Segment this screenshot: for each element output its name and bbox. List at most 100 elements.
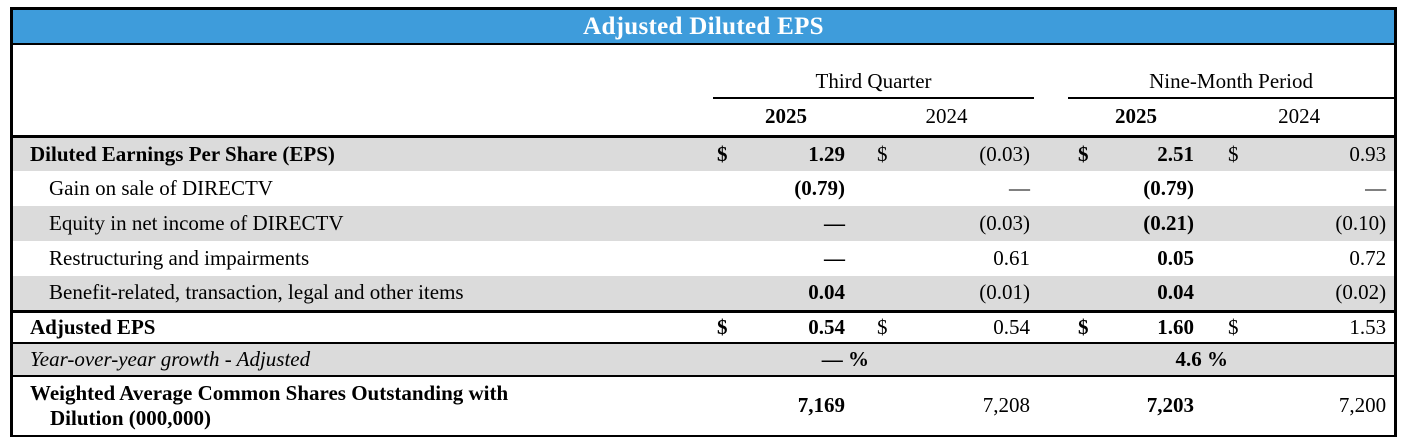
cell-value: 0.54: [993, 314, 1031, 339]
year-header-tq-2024: 2024: [859, 98, 1035, 138]
dollar-sign: [1068, 241, 1098, 276]
dollar-sign: [1204, 171, 1242, 206]
empty-cell: [895, 343, 1034, 376]
cell-value: (0.79): [794, 176, 845, 200]
year-header-row: 2025 2024 2025 2024: [13, 98, 1395, 138]
period-header-row: Third Quarter Nine-Month Period: [13, 45, 1395, 99]
year-header-nm-2024: 2024: [1204, 98, 1395, 138]
cell-value: 0.72: [1349, 246, 1387, 270]
cell-value: —: [824, 211, 845, 235]
cell-value: (0.03): [979, 141, 1031, 166]
row-label: Equity in net income of DIRECTV: [49, 211, 344, 235]
adjusted-diluted-eps-table: Adjusted Diluted EPS Third Quarter Nine-…: [10, 7, 1397, 437]
dollar-sign: [713, 241, 743, 276]
header-spacer: [13, 45, 713, 98]
dollar-sign: [859, 276, 895, 311]
cell-value: (0.79): [1143, 176, 1195, 200]
table-title: Adjusted Diluted EPS: [583, 12, 824, 40]
column-gap: [1034, 171, 1068, 206]
period-header-nine-month: Nine-Month Period: [1068, 45, 1395, 99]
cell-value: 1.60: [1157, 314, 1195, 339]
dollar-sign: $: [717, 141, 728, 166]
cell-value: 0.93: [1349, 141, 1387, 166]
cell-value: 7,200: [1338, 393, 1387, 418]
row-label: Gain on sale of DIRECTV: [49, 176, 273, 200]
empty-cell: [713, 376, 743, 435]
dollar-sign: [1204, 206, 1242, 241]
dollar-sign: [1068, 206, 1098, 241]
cell-value: (0.03): [979, 211, 1031, 235]
column-gap: [1034, 98, 1069, 138]
dollar-sign: [1068, 276, 1098, 311]
year-header-nm-2025: 2025: [1068, 98, 1205, 138]
dollar-sign: $: [1228, 141, 1239, 166]
cell-value: —: [1009, 176, 1031, 200]
table-row-restructuring: Restructuring and impairments — 0.61 0.0…: [13, 241, 1395, 276]
dollar-sign: $: [1228, 314, 1239, 339]
row-label: Weighted Average Common Shares Outstandi…: [13, 376, 713, 435]
row-label: Restructuring and impairments: [49, 246, 310, 270]
cell-value: (0.21): [1143, 211, 1195, 235]
cell-value: (0.02): [1335, 280, 1387, 305]
dollar-sign: [859, 171, 895, 206]
cell-value: —: [824, 246, 845, 270]
empty-cell: [1068, 376, 1098, 435]
dollar-sign: [713, 276, 743, 311]
row-label: Year-over-year growth - Adjusted: [30, 347, 311, 371]
column-gap: [1034, 343, 1068, 376]
cell-value: 0.04: [1157, 280, 1195, 305]
row-label: Diluted Earnings Per Share (EPS): [30, 141, 335, 166]
dollar-sign: [859, 206, 895, 241]
cell-value: 0.61: [993, 246, 1031, 270]
header-spacer: [13, 98, 713, 138]
table-row-adjusted-eps-total: Adjusted EPS $ 0.54 $ 0.54 $ 1.60 $ 1.53: [13, 311, 1395, 343]
cell-value: 0.05: [1157, 246, 1195, 270]
dollar-sign: [713, 206, 743, 241]
row-label-line1: Weighted Average Common Shares Outstandi…: [30, 381, 509, 405]
cell-value: (0.01): [979, 280, 1031, 305]
row-label: Benefit-related, transaction, legal and …: [49, 280, 464, 305]
column-gap: [1034, 376, 1068, 435]
period-header-third-quarter: Third Quarter: [713, 45, 1035, 99]
eps-data-table: Third Quarter Nine-Month Period 2025 202…: [13, 45, 1395, 435]
row-label-line2: Dilution (000,000): [50, 405, 212, 430]
cell-value: 1.53: [1349, 314, 1387, 339]
column-gap: [1034, 45, 1068, 98]
dollar-sign: $: [717, 314, 728, 339]
dollar-sign: [1204, 241, 1242, 276]
dollar-sign: $: [1078, 141, 1089, 166]
dollar-sign: $: [1078, 314, 1089, 339]
table-row-gain-on-sale: Gain on sale of DIRECTV (0.79) — (0.79) …: [13, 171, 1395, 206]
column-gap: [1034, 311, 1068, 343]
table-title-bar: Adjusted Diluted EPS: [13, 10, 1394, 45]
cell-value-growth-tq: — %: [821, 347, 869, 371]
table-row-yoy-growth: Year-over-year growth - Adjusted — % 4.6…: [13, 343, 1395, 376]
cell-value: 0.54: [808, 314, 845, 339]
cell-value: —: [1365, 176, 1387, 200]
table-row-benefit-related: Benefit-related, transaction, legal and …: [13, 276, 1395, 311]
cell-value: 7,169: [797, 393, 845, 418]
column-gap: [1034, 241, 1068, 276]
empty-cell: [859, 376, 895, 435]
cell-value: 2.51: [1157, 141, 1195, 166]
column-gap: [1034, 136, 1068, 171]
dollar-sign: [859, 241, 895, 276]
table-row-equity-net-income: Equity in net income of DIRECTV — (0.03)…: [13, 206, 1395, 241]
column-gap: [1034, 206, 1068, 241]
cell-value-growth-nm: 4.6 %: [1175, 347, 1229, 371]
cell-value: 7,208: [982, 393, 1031, 418]
table-row-weighted-shares: Weighted Average Common Shares Outstandi…: [13, 376, 1395, 435]
row-label: Adjusted EPS: [30, 314, 156, 339]
cell-value: 1.29: [808, 141, 845, 166]
dollar-sign: [1068, 171, 1098, 206]
cell-value: 0.04: [808, 280, 845, 305]
cell-value: 7,203: [1146, 393, 1195, 418]
cell-value: (0.10): [1335, 211, 1387, 235]
dollar-sign: $: [877, 141, 888, 166]
dollar-sign: [713, 171, 743, 206]
dollar-sign: [1204, 276, 1242, 311]
column-gap: [1034, 276, 1068, 311]
empty-cell: [1204, 376, 1242, 435]
year-header-tq-2025: 2025: [713, 98, 859, 138]
empty-cell: [1242, 343, 1394, 376]
